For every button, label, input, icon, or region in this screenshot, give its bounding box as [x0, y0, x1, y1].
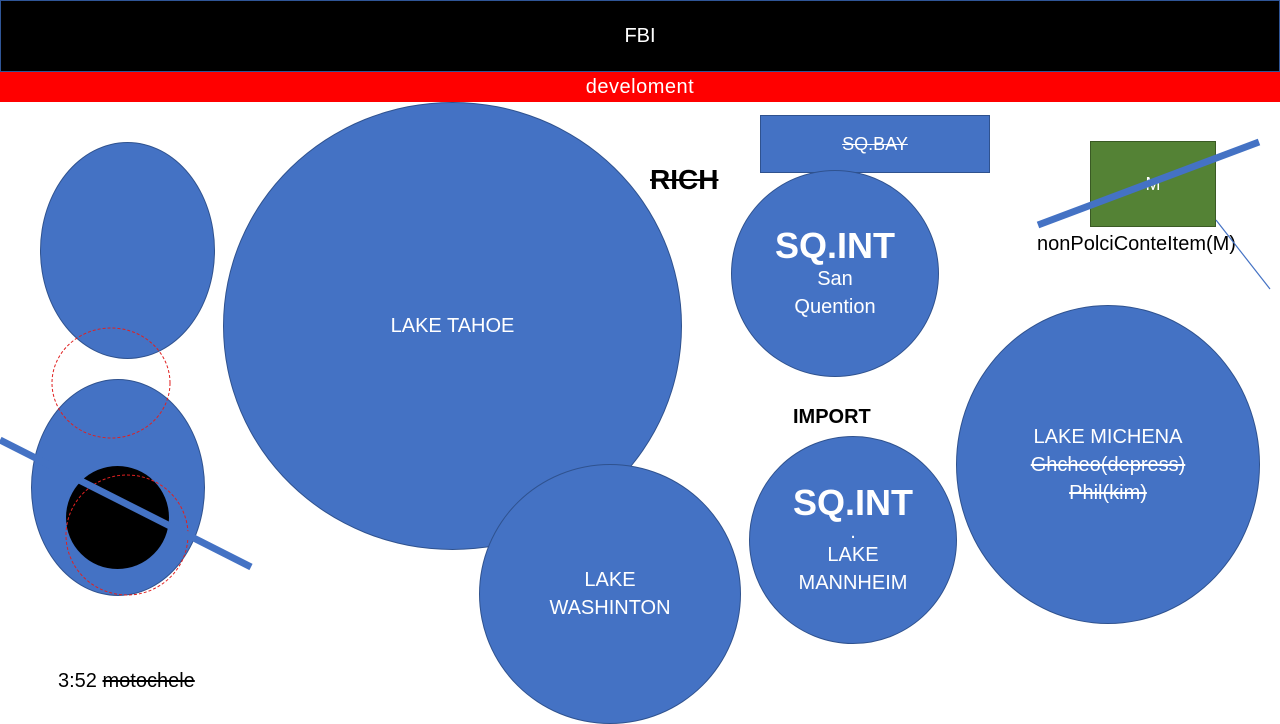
oval-top-left [40, 142, 215, 359]
lake-washington-line2: WASHINTON [549, 597, 671, 619]
circle-sq-int-lake-mannheim: SQ.INT . LAKE MANNHEIM [749, 436, 957, 644]
sq-int-top-title: SQ.INT [774, 224, 895, 266]
import-label: IMPORT [793, 406, 871, 428]
sq-int-bottom-line2: MANNHEIM [798, 571, 908, 594]
header-bar: FBI [0, 0, 1280, 72]
sq-int-bottom-title: SQ.INT [792, 482, 913, 524]
sq-int-bottom-line1: LAKE [827, 543, 879, 566]
circle-sq-int-san-quention: SQ.INT San Quention [731, 170, 939, 377]
subtitle-text: develoment [585, 75, 695, 98]
circle-lake-michena: LAKE MICHENA Ghcheo(depress) Phil(kim) [956, 305, 1260, 624]
green-m-box: M [1090, 141, 1216, 227]
lake-tahoe-label: LAKE TAHOE [390, 315, 515, 337]
sq-bay-box: SQ.BAY [760, 115, 990, 173]
lake-washington-line1: LAKE [584, 569, 636, 591]
sq-int-top-line2: Quention [794, 296, 876, 319]
lake-michena-title: LAKE MICHENA [1033, 425, 1183, 448]
black-dot [66, 466, 169, 569]
green-box-caption: nonPolciConteItem(M) [1037, 233, 1236, 255]
sq-int-bottom-dot: . [850, 520, 856, 543]
lake-michena-line1: Ghcheo(depress) [1030, 453, 1186, 476]
footer-time: 3:52 [58, 670, 97, 692]
sq-int-top-line1: San [817, 268, 853, 291]
circle-lake-washington: LAKE WASHINTON [479, 464, 741, 724]
header-title: FBI [624, 24, 656, 47]
footer-label: motochele [102, 670, 195, 692]
green-box-label: M [1145, 173, 1161, 194]
subtitle-banner: develoment [0, 72, 1280, 102]
footer-note: 3:52 motochele [58, 670, 195, 693]
lake-michena-line2: Phil(kim) [1069, 481, 1147, 504]
rich-label: RICH [650, 164, 719, 195]
sq-bay-label: SQ.BAY [842, 133, 908, 154]
